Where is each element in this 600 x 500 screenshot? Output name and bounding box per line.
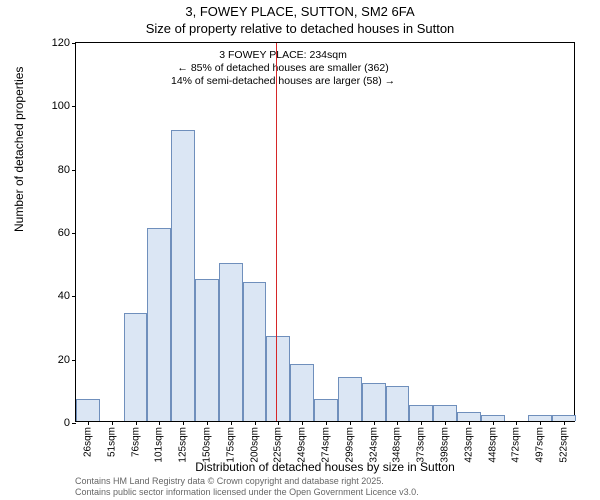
marker-vline	[276, 43, 277, 421]
annotation-line1: 3 FOWEY PLACE: 234sqm	[171, 49, 395, 62]
x-tick-label: 175sqm	[225, 427, 236, 463]
chart-container: 3, FOWEY PLACE, SUTTON, SM2 6FA Size of …	[0, 0, 600, 500]
histogram-bar	[290, 364, 314, 421]
x-tick-label: 51sqm	[106, 427, 117, 457]
x-tick-mark	[564, 421, 565, 425]
y-tick-mark	[72, 296, 76, 297]
x-tick-mark	[469, 421, 470, 425]
x-tick-mark	[445, 421, 446, 425]
y-axis-label: Number of detached properties	[12, 67, 26, 232]
y-tick-mark	[72, 233, 76, 234]
x-tick-mark	[207, 421, 208, 425]
x-tick-mark	[278, 421, 279, 425]
x-tick-label: 125sqm	[178, 427, 189, 463]
x-tick-mark	[159, 421, 160, 425]
y-tick-mark	[72, 43, 76, 44]
x-tick-mark	[255, 421, 256, 425]
y-tick-mark	[72, 170, 76, 171]
x-tick-label: 398sqm	[440, 427, 451, 463]
x-tick-label: 200sqm	[249, 427, 260, 463]
footer-line1: Contains HM Land Registry data © Crown c…	[75, 476, 419, 487]
x-tick-mark	[112, 421, 113, 425]
x-tick-mark	[421, 421, 422, 425]
chart-title-line2: Size of property relative to detached ho…	[0, 21, 600, 38]
x-axis-label: Distribution of detached houses by size …	[75, 460, 575, 474]
y-tick-mark	[72, 360, 76, 361]
marker-annotation: 3 FOWEY PLACE: 234sqm ← 85% of detached …	[171, 49, 395, 88]
histogram-bar	[147, 228, 171, 421]
x-tick-label: 472sqm	[511, 427, 522, 463]
x-tick-mark	[374, 421, 375, 425]
histogram-bar	[362, 383, 386, 421]
x-tick-mark	[350, 421, 351, 425]
x-tick-mark	[231, 421, 232, 425]
x-tick-mark	[183, 421, 184, 425]
histogram-bar	[338, 377, 362, 421]
histogram-bar	[76, 399, 100, 421]
x-tick-label: 76sqm	[130, 427, 141, 457]
x-tick-mark	[493, 421, 494, 425]
histogram-bar	[433, 405, 457, 421]
x-tick-mark	[136, 421, 137, 425]
x-tick-label: 448sqm	[487, 427, 498, 463]
x-tick-label: 26sqm	[82, 427, 93, 457]
x-tick-label: 299sqm	[344, 427, 355, 463]
x-tick-label: 101sqm	[154, 427, 165, 463]
x-tick-mark	[326, 421, 327, 425]
x-tick-label: 497sqm	[535, 427, 546, 463]
x-tick-label: 225sqm	[273, 427, 284, 463]
histogram-bar	[409, 405, 433, 421]
x-tick-label: 150sqm	[201, 427, 212, 463]
x-tick-label: 423sqm	[463, 427, 474, 463]
x-tick-label: 274sqm	[321, 427, 332, 463]
y-tick-mark	[72, 106, 76, 107]
chart-title-block: 3, FOWEY PLACE, SUTTON, SM2 6FA Size of …	[0, 4, 600, 38]
footer-line2: Contains public sector information licen…	[75, 487, 419, 498]
x-tick-label: 373sqm	[416, 427, 427, 463]
plot-area: 3 FOWEY PLACE: 234sqm ← 85% of detached …	[75, 42, 575, 422]
histogram-bar	[171, 130, 195, 421]
histogram-bar	[457, 412, 481, 422]
histogram-bar	[219, 263, 243, 421]
histogram-bar	[195, 279, 219, 422]
histogram-bar	[266, 336, 290, 422]
x-tick-label: 522sqm	[559, 427, 570, 463]
x-tick-mark	[302, 421, 303, 425]
annotation-line2: ← 85% of detached houses are smaller (36…	[171, 62, 395, 75]
x-tick-mark	[88, 421, 89, 425]
x-tick-label: 324sqm	[368, 427, 379, 463]
x-tick-label: 348sqm	[392, 427, 403, 463]
histogram-bar	[386, 386, 410, 421]
y-tick-mark	[72, 423, 76, 424]
x-tick-label: 249sqm	[297, 427, 308, 463]
x-tick-mark	[397, 421, 398, 425]
histogram-bar	[314, 399, 338, 421]
histogram-bar	[124, 313, 148, 421]
histogram-bar	[243, 282, 267, 421]
chart-title-line1: 3, FOWEY PLACE, SUTTON, SM2 6FA	[0, 4, 600, 21]
footer-attribution: Contains HM Land Registry data © Crown c…	[75, 476, 419, 498]
x-tick-mark	[540, 421, 541, 425]
annotation-line3: 14% of semi-detached houses are larger (…	[171, 75, 395, 88]
x-tick-mark	[516, 421, 517, 425]
